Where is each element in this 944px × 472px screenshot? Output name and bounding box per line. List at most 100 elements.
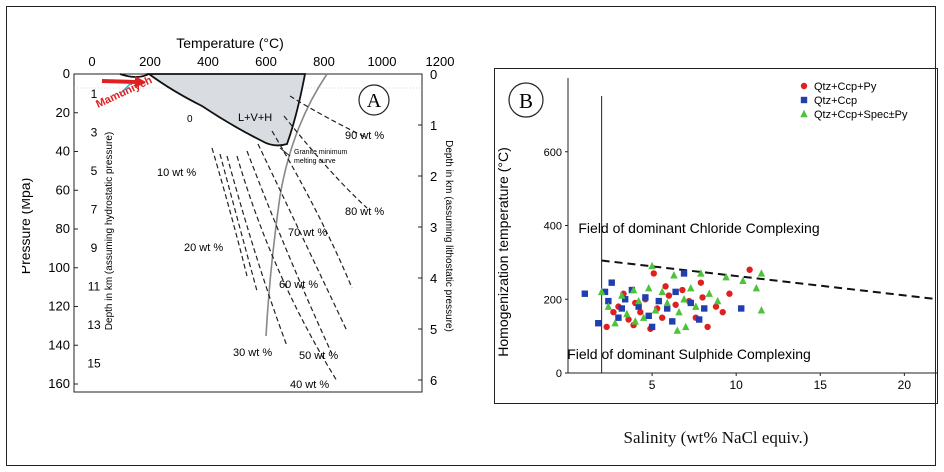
panel-a-right-depth-label: 1 — [430, 118, 437, 133]
legend-marker-circle — [800, 82, 808, 90]
panel-a-x-tick-label: 1200 — [426, 54, 455, 69]
label-10wt: 10 wt % — [157, 167, 196, 179]
data-point-circle — [746, 266, 753, 273]
panel-a-left-depth-label: 15 — [87, 357, 101, 371]
panel-b-x-tick-labels: 5 10 15 20 — [649, 373, 912, 392]
data-point-triangle — [604, 302, 613, 310]
mamuniyeh-pointer — [119, 83, 131, 95]
panel-a-x-tick-label: 400 — [197, 54, 219, 69]
granite-pointer — [279, 147, 291, 157]
label-30wt: 30 wt % — [233, 347, 272, 359]
isopleth-10 — [211, 147, 248, 277]
panel-b-y-tick-label: 600 — [544, 147, 562, 159]
data-point-circle — [637, 308, 644, 316]
data-point-square — [672, 288, 679, 296]
lvh-field-label: L+V+H — [238, 112, 272, 124]
data-point-circle — [726, 290, 733, 297]
data-point-triangle — [757, 306, 766, 314]
data-point-triangle — [705, 289, 713, 297]
legend-label: Qtz+Ccp+Spec±Py — [814, 109, 908, 121]
data-point-square — [642, 294, 649, 301]
panel-a-y-tick-label: 160 — [48, 376, 70, 391]
data-point-triangle — [597, 287, 606, 296]
data-point-square — [581, 290, 589, 297]
isopleth-20 — [219, 153, 258, 292]
data-point-triangle — [651, 306, 660, 314]
data-point-triangle — [648, 261, 656, 270]
data-point-circle — [610, 308, 617, 316]
legend-label: Qtz+Ccp+Py — [814, 81, 877, 93]
data-point-triangle — [739, 276, 747, 285]
field-zero-label: 0 — [187, 114, 193, 125]
label-80wt: 80 wt % — [345, 206, 384, 218]
data-point-square — [615, 314, 622, 321]
data-point-circle — [625, 316, 632, 323]
data-point-square — [595, 320, 602, 327]
data-point-circle — [712, 303, 720, 310]
panel-b-y-tick-label: 0 — [556, 368, 562, 380]
label-40wt: 40 wt % — [290, 379, 329, 391]
data-point-square — [635, 303, 642, 310]
data-point-circle — [719, 308, 726, 316]
panel-a-right-depth-label: 0 — [430, 67, 437, 82]
data-point-triangle — [697, 269, 705, 277]
data-point-square — [645, 312, 652, 320]
data-point-triangle — [682, 322, 690, 331]
data-point-square — [605, 297, 612, 305]
panel-a-letter-circle — [358, 84, 390, 116]
panel-a-x-tick-label: 800 — [313, 54, 335, 69]
data-point-triangle — [631, 317, 639, 325]
isopleth-80 — [283, 115, 368, 209]
panel-a-left-depth-title: Depth in km (assuming hydrostatic pressu… — [104, 132, 115, 330]
data-point-triangle — [673, 326, 682, 334]
panel-a-x-tick-label: 0 — [88, 54, 95, 69]
panel-a-x-tick-labels: 0 200 400 600 800 1000 1200 — [88, 54, 454, 69]
isopleth-40 — [236, 155, 338, 382]
panel-a-right-depth-label: 2 — [430, 169, 437, 184]
isopleth-50 — [246, 150, 333, 355]
panel-a-y-tick-labels: 0 20 40 60 80 100 120 140 160 — [48, 66, 78, 391]
salinity-isopleths — [211, 95, 368, 382]
panel-a-y-tick-label: 0 — [63, 66, 70, 81]
panel-a-y-tick-label: 140 — [48, 337, 70, 352]
data-point-circle — [603, 323, 610, 331]
label-20wt: 20 wt % — [184, 242, 223, 254]
data-point-square — [669, 318, 676, 325]
panel-a-y-tick-label: 100 — [48, 260, 70, 275]
isopleth-30 — [226, 155, 288, 347]
panel-b-x-axis-title: Salinity (wt% NaCl equiv.) — [623, 428, 809, 447]
panel-b-x-tick-label: 15 — [814, 378, 828, 392]
lvh-field — [146, 73, 307, 147]
data-point-triangle — [670, 271, 678, 279]
panel-b-data-points — [581, 261, 766, 334]
data-point-square — [687, 299, 694, 307]
panel-a-x-tick-label: 200 — [139, 54, 161, 69]
panel-b-border — [494, 68, 938, 404]
data-point-square — [738, 305, 745, 312]
data-point-circle — [672, 301, 679, 308]
sulphide-field-label: Field of dominant Sulphide Complexing — [567, 346, 811, 362]
panel-a-x-tick-label: 1000 — [368, 54, 397, 69]
panel-a-right-depth-label: 6 — [430, 373, 437, 388]
panel-a-y-tick-label: 40 — [56, 144, 70, 159]
data-point-triangle — [663, 298, 671, 307]
panel-a-phase-diagram: Temperature (°C) 0 200 400 600 800 1000 1200 P… — [22, 36, 454, 393]
mamuniyeh-arrow — [101, 79, 136, 84]
data-point-circle — [679, 286, 686, 294]
data-point-circle — [662, 283, 669, 290]
panel-a-y-tick-label: 80 — [56, 221, 70, 236]
data-point-circle — [650, 270, 657, 277]
panel-b-x-tick-label: 20 — [898, 378, 912, 392]
data-point-triangle — [687, 283, 695, 292]
chloride-field-label: Field of dominant Chloride Complexing — [578, 220, 819, 236]
panel-a-right-depth-label: 4 — [430, 271, 437, 286]
data-point-triangle — [680, 295, 688, 303]
data-point-triangle — [645, 283, 653, 292]
complexing-boundary-line — [601, 259, 938, 301]
data-point-triangle — [623, 309, 631, 318]
panel-a-y-tick-label: 120 — [48, 299, 70, 314]
data-point-square — [648, 323, 656, 331]
data-point-square — [695, 316, 703, 323]
data-point-triangle — [757, 269, 766, 277]
